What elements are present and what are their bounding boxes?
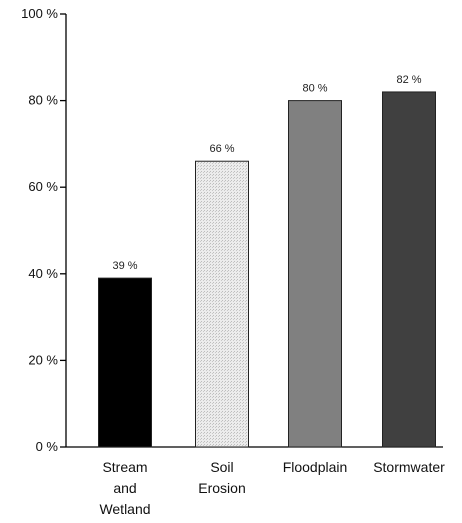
- category-label: Stream: [102, 459, 147, 475]
- y-tick-label: 40 %: [28, 266, 58, 281]
- category-label: Soil: [210, 459, 233, 475]
- category-label: Erosion: [198, 480, 245, 496]
- y-tick-label: 100 %: [21, 6, 58, 21]
- data-label: 39 %: [112, 260, 137, 272]
- bar-3: [382, 91, 436, 448]
- y-tick-label: 20 %: [28, 352, 58, 367]
- y-tick-label: 80 %: [28, 93, 58, 108]
- bars: [98, 91, 436, 448]
- data-label: 80 %: [302, 83, 327, 95]
- labels: 39 % Stream and Wetland 66 % Soil Erosion 80 % F…: [99, 74, 445, 517]
- bar-2: [288, 100, 342, 448]
- category-label: Wetland: [99, 501, 150, 517]
- bar-1: [195, 160, 249, 448]
- y-tick-label: 60 %: [28, 179, 58, 194]
- category-label: Floodplain: [283, 459, 348, 475]
- bar-0: [98, 277, 152, 448]
- data-label: 82 %: [396, 74, 421, 86]
- category-label: and: [113, 480, 136, 496]
- y-tick-label: 0 %: [36, 439, 59, 454]
- category-label: Stormwater: [373, 459, 445, 475]
- data-label: 66 %: [209, 143, 234, 155]
